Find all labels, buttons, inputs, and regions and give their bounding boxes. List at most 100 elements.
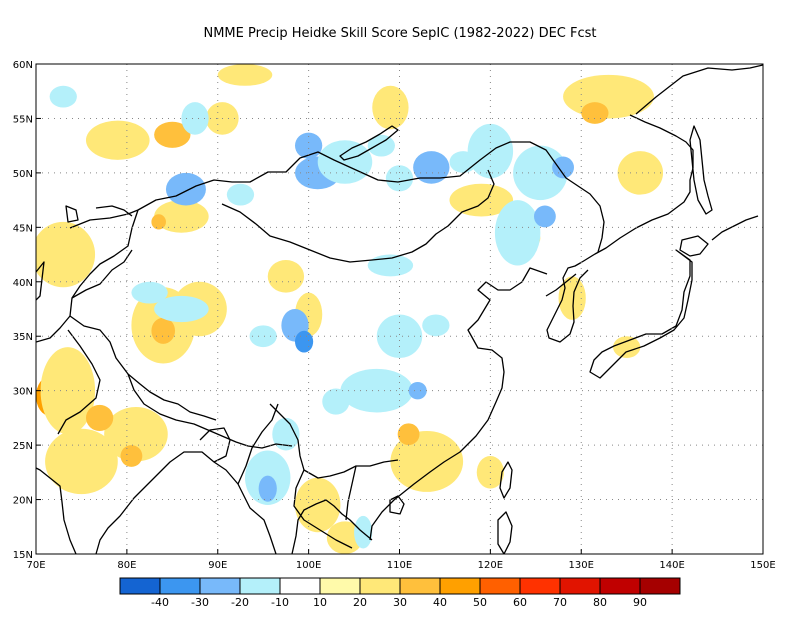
skill-blob bbox=[617, 151, 664, 195]
longitude-axis: 70E 80E 90E 100E 110E 120E 130E 140E 150E bbox=[26, 549, 776, 571]
lon-tick-label: 150E bbox=[750, 560, 775, 571]
coastline-okhotsk bbox=[581, 114, 694, 263]
skill-blob bbox=[449, 151, 477, 173]
chart-title: NMME Precip Heidke Skill Score SepIC (19… bbox=[203, 26, 597, 41]
skill-blob bbox=[104, 407, 168, 462]
skill-blob bbox=[367, 254, 414, 277]
border-india-pakistan bbox=[57, 329, 101, 435]
colorbar-swatch bbox=[159, 577, 201, 595]
skill-blob bbox=[85, 120, 150, 160]
skill-blob bbox=[322, 388, 350, 415]
colorbar-label: 80 bbox=[593, 596, 607, 609]
lon-tick-label: 100E bbox=[296, 560, 321, 571]
skill-blob bbox=[165, 172, 206, 206]
colorbar-swatch bbox=[479, 577, 521, 595]
skill-blob bbox=[85, 404, 114, 431]
colorbar-label: 50 bbox=[473, 596, 487, 609]
coastline-india-west bbox=[36, 467, 77, 554]
lat-tick-label: 45N bbox=[13, 223, 33, 234]
colorbar-label: 40 bbox=[433, 596, 447, 609]
border-china-west bbox=[69, 209, 217, 421]
border-himalaya-south bbox=[127, 373, 293, 449]
lat-tick-label: 30N bbox=[13, 387, 33, 398]
skill-blob bbox=[40, 347, 96, 435]
colorbar-swatch bbox=[279, 577, 321, 595]
skill-blob bbox=[408, 381, 427, 400]
border-korea-china bbox=[545, 273, 577, 297]
skill-blob bbox=[449, 183, 514, 217]
colorbar-swatch bbox=[239, 577, 281, 595]
border-china-vietnam bbox=[345, 465, 357, 521]
coastlines bbox=[36, 64, 763, 554]
skill-blob bbox=[151, 317, 176, 344]
border-myanmar-west bbox=[237, 403, 279, 485]
colorbar-label: 20 bbox=[353, 596, 367, 609]
coastline-asia-east bbox=[635, 64, 763, 115]
lon-tick-label: 90E bbox=[208, 560, 227, 571]
skill-blob bbox=[181, 102, 209, 135]
lon-tick-label: 130E bbox=[569, 560, 594, 571]
colorbar-swatch bbox=[439, 577, 481, 595]
skill-blob bbox=[49, 85, 77, 108]
coastline-kuril bbox=[711, 215, 759, 241]
skill-blob bbox=[376, 314, 423, 358]
skill-blob bbox=[326, 521, 364, 554]
coastline-hokkaido bbox=[679, 235, 709, 257]
lat-tick-label: 55N bbox=[13, 114, 33, 125]
skill-blob bbox=[533, 205, 556, 228]
colorbar-label: -40 bbox=[151, 596, 169, 609]
lake-baikal bbox=[339, 125, 399, 161]
skill-blob bbox=[45, 428, 118, 495]
skill-blob bbox=[467, 123, 514, 179]
country-borders bbox=[36, 141, 605, 549]
colorbar-label: 70 bbox=[553, 596, 567, 609]
skill-blob bbox=[154, 200, 209, 233]
border-kazakhstan-north bbox=[69, 209, 139, 229]
skill-blob bbox=[581, 102, 609, 124]
border-myanmar-china bbox=[269, 403, 399, 479]
skill-blob bbox=[154, 295, 209, 323]
colorbar-swatch bbox=[559, 577, 601, 595]
colorbar-swatch bbox=[359, 577, 401, 595]
skill-blob bbox=[613, 336, 641, 358]
border-mongolia-china bbox=[221, 169, 495, 263]
lat-tick-label: 15N bbox=[13, 550, 33, 561]
coastline-sakhalin bbox=[689, 125, 713, 215]
lat-tick-label: 35N bbox=[13, 332, 33, 343]
lat-tick-label: 60N bbox=[13, 60, 33, 71]
coastline-korea bbox=[546, 261, 589, 343]
coastline-philippines-n bbox=[497, 511, 513, 554]
skill-blob bbox=[258, 475, 277, 502]
lat-tick-label: 25N bbox=[13, 441, 33, 452]
lat-tick-label: 40N bbox=[13, 278, 33, 289]
skill-blob bbox=[340, 368, 414, 413]
skill-blob bbox=[294, 477, 341, 533]
lon-tick-label: 70E bbox=[26, 560, 45, 571]
skill-blob bbox=[217, 64, 273, 86]
border-china-russia-west bbox=[137, 141, 605, 253]
skill-score-field bbox=[36, 64, 664, 554]
skill-blob bbox=[294, 330, 314, 353]
lon-tick-label: 120E bbox=[478, 560, 503, 571]
skill-blob bbox=[494, 200, 541, 266]
colorbar-swatch bbox=[599, 577, 641, 595]
lon-tick-label: 110E bbox=[387, 560, 412, 571]
skill-blob bbox=[226, 183, 255, 206]
skill-blob bbox=[372, 85, 409, 130]
lat-tick-label: 50N bbox=[13, 169, 33, 180]
coastline-taiwan bbox=[499, 461, 513, 499]
skill-blob bbox=[267, 260, 305, 293]
colorbar-swatch bbox=[319, 577, 361, 595]
skill-blob bbox=[272, 417, 300, 451]
skill-blob bbox=[317, 140, 373, 184]
lat-tick-label: 20N bbox=[13, 496, 33, 507]
border-bangladesh bbox=[199, 427, 231, 463]
skill-blob bbox=[413, 151, 450, 184]
colorbar-swatch bbox=[399, 577, 441, 595]
coastline-balkhash bbox=[95, 205, 133, 217]
coastline-hainan bbox=[389, 495, 405, 515]
lon-tick-label: 140E bbox=[659, 560, 684, 571]
border-kazakh-kyrgyz bbox=[71, 249, 133, 299]
skill-blob bbox=[131, 281, 168, 304]
